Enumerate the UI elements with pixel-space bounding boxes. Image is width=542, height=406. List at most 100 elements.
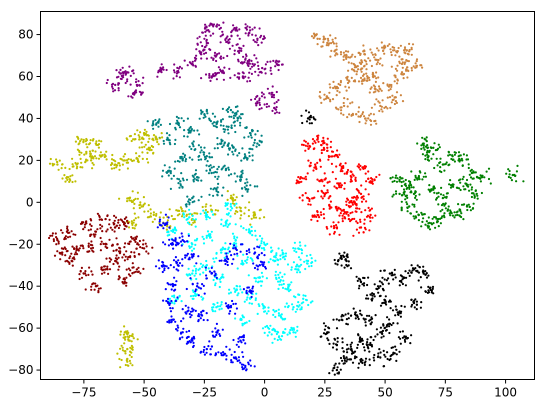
data-point [343,182,346,185]
data-point [304,294,307,297]
data-point [141,205,145,208]
data-point [308,122,311,125]
data-point [172,218,175,221]
data-point [222,56,225,60]
data-point [192,253,195,256]
data-point [263,68,266,71]
data-point [292,295,296,298]
data-point [218,259,221,262]
data-point [337,82,340,86]
data-point [362,284,366,287]
data-point [173,231,176,234]
data-point [213,115,217,118]
data-point [248,71,251,74]
data-point [252,214,255,217]
data-point [204,266,207,269]
data-point [132,221,135,224]
data-point [70,230,73,233]
data-point [219,26,222,29]
data-point [173,302,176,305]
data-point [360,337,364,340]
data-point [358,61,361,64]
data-point [94,282,97,285]
data-point [329,55,332,58]
data-point [306,172,309,175]
data-point [372,91,375,94]
data-point [248,201,251,204]
data-point [211,239,214,242]
data-point [264,72,267,75]
data-point [64,180,67,183]
data-point [139,201,142,204]
data-point [351,203,354,206]
data-point [228,67,231,70]
data-point [422,265,425,268]
data-point [203,292,206,295]
data-point [398,55,401,58]
data-point [275,90,278,94]
data-point [175,328,178,331]
data-point [128,334,131,337]
data-point [210,171,213,175]
data-point [188,258,191,261]
data-point [421,220,424,223]
data-point [194,292,197,295]
data-point [100,266,103,269]
data-point [468,189,471,192]
data-point [194,169,198,172]
data-point [96,284,99,287]
data-point [295,250,298,254]
data-point [457,155,460,158]
data-point [169,172,172,175]
data-point [228,288,231,291]
data-point [230,115,233,118]
data-point [378,87,381,90]
data-point [404,270,407,273]
data-point [100,268,103,271]
data-point [277,99,280,102]
data-point [316,219,319,223]
data-point [261,263,264,266]
data-point [212,165,215,168]
data-point [125,281,128,284]
data-point [111,85,114,88]
data-point [188,208,191,211]
data-point [237,60,240,63]
data-point [139,272,142,275]
data-point [199,53,202,56]
data-point [280,335,284,338]
y-tick-label: −40 [8,279,33,293]
data-point [406,210,409,213]
data-point [215,190,218,193]
data-point [358,120,361,124]
data-point [187,234,190,237]
data-point [341,341,344,344]
data-point [368,91,371,94]
data-point [56,163,59,166]
data-point [447,205,450,208]
data-point [318,37,321,41]
data-point [361,61,364,64]
data-point [254,70,257,73]
data-point [444,202,447,205]
data-point [406,76,409,79]
data-point [125,137,128,140]
data-point [327,197,330,200]
data-point [203,52,206,55]
data-point [368,314,371,317]
data-point [364,321,367,324]
data-point [224,224,227,227]
data-point [205,274,208,277]
data-point [408,269,411,272]
data-point [158,267,161,270]
data-point [188,273,191,276]
data-point [219,248,222,252]
data-point [408,48,411,52]
data-point [253,266,257,270]
data-point [248,31,251,35]
data-point [336,182,339,185]
data-point [234,302,237,305]
data-point [247,209,250,212]
data-point [168,141,171,144]
data-point [249,134,252,137]
